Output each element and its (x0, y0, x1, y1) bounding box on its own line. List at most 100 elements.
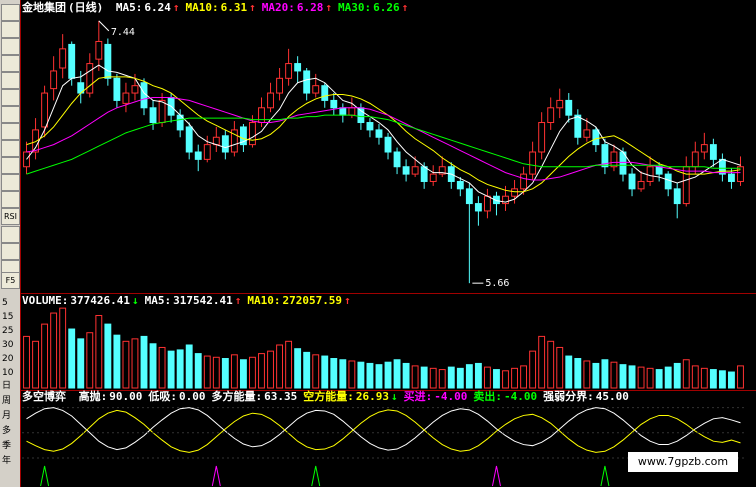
candle-body (194, 151, 202, 160)
trend-arrow: ↑ (172, 1, 180, 14)
volume-bar (312, 354, 320, 389)
candle-body (420, 166, 428, 182)
tool-button[interactable] (1, 55, 20, 72)
scale-label: 5 (2, 298, 8, 308)
max-pointer (98, 20, 110, 32)
candle-body (646, 166, 654, 182)
tool-button[interactable] (1, 243, 20, 260)
legend-name: MA5: (115, 1, 143, 14)
legend-name: MA10: (247, 294, 281, 307)
tool-button[interactable] (1, 226, 20, 243)
candle-body (149, 107, 157, 124)
volume-bar (366, 362, 374, 389)
trend-arrow: ↓ (391, 390, 398, 403)
tool-button[interactable] (1, 174, 20, 191)
legend-name: 高抛: (78, 390, 108, 403)
period-button[interactable]: 年 (2, 456, 12, 466)
tool-button[interactable] (1, 191, 20, 208)
candle-body (95, 40, 103, 60)
candle-body (303, 70, 311, 94)
volume-bar (276, 344, 284, 389)
legend-value: 26.93 (355, 390, 389, 403)
volume-bar (628, 365, 636, 389)
candle-body (230, 129, 238, 153)
candle-body (276, 77, 284, 94)
volume-bar (691, 365, 699, 389)
candle-body (321, 85, 329, 101)
volume-bar (32, 340, 39, 389)
tool-button[interactable] (1, 157, 20, 174)
volume-bar (95, 315, 103, 389)
candle-body (691, 151, 699, 168)
tool-button[interactable] (1, 38, 20, 55)
tool-button[interactable] (1, 72, 20, 89)
candle-body (610, 151, 618, 168)
volume-bar (556, 346, 564, 389)
volume-bar (709, 369, 717, 389)
legend-value: 6.31 (220, 1, 248, 14)
candle-body (700, 144, 708, 153)
legend-name: MA5: (144, 294, 172, 307)
candle-body (574, 114, 582, 138)
volume-bar (456, 367, 464, 389)
candle-body (185, 126, 193, 153)
candle-body (366, 122, 374, 131)
signal-marker (600, 465, 610, 487)
volume-bar (221, 358, 229, 389)
candle-body (502, 195, 509, 205)
signal-marker (40, 465, 50, 487)
candle-body (538, 122, 546, 153)
candle-body (68, 43, 76, 79)
volume-bar (357, 361, 365, 389)
volume-bar (285, 340, 293, 389)
volume-bar (728, 371, 735, 389)
volume-bar (384, 361, 392, 389)
candle-body (628, 173, 636, 190)
tool-button[interactable] (1, 89, 20, 106)
volume-bar (149, 343, 157, 389)
tool-button[interactable]: RSI (1, 208, 20, 225)
watermark: www.7gpzb.com (628, 452, 738, 472)
tool-button[interactable]: F5 (1, 272, 20, 289)
candle-body (50, 70, 58, 90)
volume-bar (375, 364, 383, 389)
volume-bar (520, 365, 528, 389)
tool-button[interactable] (1, 4, 20, 21)
tool-button[interactable] (1, 21, 20, 38)
candle-body (728, 173, 735, 182)
period: (日线) (68, 1, 104, 14)
volume-bar (502, 370, 509, 389)
candle-body (122, 92, 130, 104)
candle-body (483, 195, 491, 212)
period-button[interactable]: 日 (2, 381, 12, 391)
tool-button[interactable] (1, 140, 20, 157)
legend-value: 6.28 (296, 1, 324, 14)
period-button[interactable]: 月 (2, 411, 12, 421)
period-button[interactable]: 周 (2, 396, 12, 406)
volume-bar (601, 359, 609, 389)
period-button[interactable]: 多 (2, 426, 12, 436)
candle-body (402, 166, 410, 175)
volume-bar (474, 362, 482, 389)
volume-bar (23, 335, 30, 389)
scale-label: 20 (2, 354, 14, 364)
candle-body (285, 63, 293, 79)
candle-body (520, 173, 528, 190)
candle-body (203, 144, 211, 160)
volume-bar (547, 340, 555, 389)
period-button[interactable]: 季 (2, 441, 12, 451)
volume-bar (230, 354, 238, 389)
volume-bar (610, 361, 618, 389)
candle-body (339, 107, 347, 116)
volume-bar (465, 364, 473, 389)
tool-button[interactable] (1, 106, 20, 123)
candle-body (465, 188, 473, 205)
legend-value: 45.00 (595, 390, 629, 403)
volume-bar (77, 338, 85, 389)
tool-button[interactable] (1, 123, 20, 140)
trend-arrow: ↑ (249, 1, 256, 14)
candle-body (737, 166, 744, 182)
indicator-line (26, 407, 741, 451)
